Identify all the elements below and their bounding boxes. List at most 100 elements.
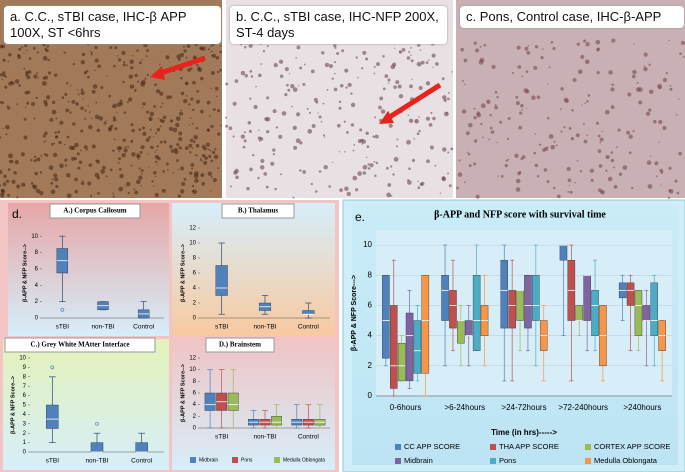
speck [54,177,59,182]
x-tick-label: 0-6hours [390,403,422,412]
speck [28,57,32,60]
speck [129,59,134,65]
speck [146,49,149,52]
speck [162,115,167,120]
speck [78,160,83,165]
speck [346,131,349,134]
speck [190,163,195,167]
speck [548,134,554,139]
speck [652,119,657,124]
speck [382,87,386,91]
speck [420,60,425,65]
speck [7,60,9,63]
speck [178,131,183,136]
y-tick-label: 12 [189,226,196,232]
speck [560,87,564,91]
speck [531,95,536,101]
speck [154,192,159,198]
speck [216,70,220,74]
y-tick-label: 2 [368,361,373,370]
speck [461,109,467,114]
speck [185,56,188,59]
speck [39,190,44,196]
speck [90,194,93,197]
speck [278,134,283,139]
speck [146,73,150,77]
speck [65,82,69,85]
speck [161,188,166,193]
speck [117,58,122,62]
speck [387,183,392,187]
speck [20,152,25,157]
speck [152,136,155,138]
speck [292,196,295,199]
speck [331,77,334,80]
speck [87,105,89,107]
arrowhead [379,111,394,124]
speck [415,120,417,123]
speck [511,71,514,75]
speck [47,58,50,62]
speck [136,153,139,155]
speck [331,161,334,164]
speck [467,152,471,156]
speck [287,88,291,92]
speck [382,54,385,58]
speck [178,136,183,142]
speck [37,76,39,79]
speck [66,135,70,139]
y-tick-label: 2 [193,414,197,420]
speck [658,141,660,143]
speck [393,85,397,89]
speck [2,58,6,62]
speck [96,176,100,180]
speck [95,101,98,104]
speck [156,164,158,166]
speck [428,59,430,61]
legend-label: Medulla Oblongata [283,457,325,463]
speck [23,135,28,140]
speck [191,167,194,170]
speck [80,60,85,65]
speck [463,58,468,63]
speck [611,38,616,43]
speck [611,83,614,87]
speck [74,177,78,182]
speck [131,152,136,157]
speck [372,135,375,138]
speck [288,73,291,75]
speck [546,116,550,120]
speck [326,89,329,91]
speck [150,145,154,150]
title-box [49,203,141,219]
speck [24,106,27,109]
box [382,275,390,359]
speck [210,87,212,90]
y-tick-label: 6 [368,301,373,310]
x-tick-label: Control [133,324,155,331]
y-tick-label: 2 [193,301,197,307]
speck [163,140,167,143]
y-tick-label: 8 [193,256,197,262]
speck [177,168,179,171]
speck [112,149,115,152]
legend-label: Midbrain [199,457,218,463]
speck [16,103,19,106]
speck [457,172,463,177]
speck [91,89,96,94]
box [227,392,239,411]
speck [187,68,192,72]
speck [134,73,138,78]
speck [123,148,128,153]
speck [116,146,121,151]
speck [598,164,603,168]
speck [192,189,197,195]
speck [568,126,572,130]
x-tick-label: non-TBI [91,324,114,331]
speck [192,108,195,112]
speck [365,131,369,135]
caption: a. C.C., sTBI case, IHC-β APP 100X, ST <… [4,6,221,44]
x-tick-label: >6-24hours [444,403,485,412]
speck [64,92,68,96]
